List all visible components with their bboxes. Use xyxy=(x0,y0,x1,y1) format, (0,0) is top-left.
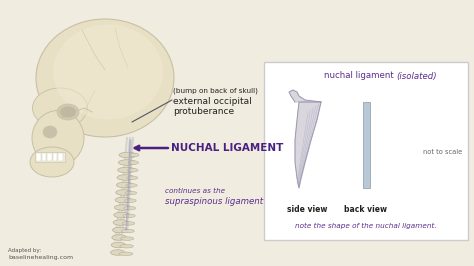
Polygon shape xyxy=(289,90,321,102)
Text: continues as the: continues as the xyxy=(165,188,225,194)
Ellipse shape xyxy=(119,152,137,158)
Bar xyxy=(53,153,57,161)
Ellipse shape xyxy=(57,104,79,120)
Text: not to scale: not to scale xyxy=(423,149,462,155)
Ellipse shape xyxy=(33,88,88,128)
Ellipse shape xyxy=(128,161,138,164)
Ellipse shape xyxy=(122,222,135,225)
Text: (bump on back of skull): (bump on back of skull) xyxy=(173,88,258,94)
Bar xyxy=(42,153,46,161)
Bar xyxy=(36,153,40,161)
Text: Adapted by:: Adapted by: xyxy=(8,248,41,253)
Ellipse shape xyxy=(32,110,84,165)
Ellipse shape xyxy=(120,244,133,248)
Ellipse shape xyxy=(125,191,137,195)
Ellipse shape xyxy=(118,160,136,165)
FancyBboxPatch shape xyxy=(264,62,468,240)
Ellipse shape xyxy=(60,106,76,118)
Ellipse shape xyxy=(53,24,163,119)
Ellipse shape xyxy=(119,252,133,256)
Polygon shape xyxy=(295,102,321,188)
Text: protuberance: protuberance xyxy=(173,107,234,116)
Ellipse shape xyxy=(118,167,135,173)
Bar xyxy=(363,102,370,188)
Ellipse shape xyxy=(112,227,128,233)
Ellipse shape xyxy=(124,199,136,202)
Ellipse shape xyxy=(36,19,174,137)
Ellipse shape xyxy=(127,176,137,180)
Ellipse shape xyxy=(117,182,133,188)
Ellipse shape xyxy=(113,220,128,225)
Text: (isolated): (isolated) xyxy=(396,72,437,81)
Ellipse shape xyxy=(114,205,130,210)
Ellipse shape xyxy=(124,206,136,210)
Text: external occipital: external occipital xyxy=(173,97,252,106)
Text: nuchal ligament: nuchal ligament xyxy=(324,72,396,81)
Ellipse shape xyxy=(129,153,139,157)
Bar xyxy=(58,153,63,161)
Text: back view: back view xyxy=(345,206,388,214)
Bar xyxy=(47,153,52,161)
Text: side view: side view xyxy=(287,206,327,214)
Ellipse shape xyxy=(110,250,125,255)
Bar xyxy=(35,152,65,162)
Ellipse shape xyxy=(43,126,57,138)
Ellipse shape xyxy=(112,235,127,240)
Ellipse shape xyxy=(117,175,134,180)
Text: supraspinous ligament: supraspinous ligament xyxy=(165,197,263,206)
Ellipse shape xyxy=(120,237,134,240)
Ellipse shape xyxy=(128,168,138,172)
Ellipse shape xyxy=(111,242,126,248)
Ellipse shape xyxy=(123,214,135,218)
Text: baselinehealing.com: baselinehealing.com xyxy=(8,255,73,260)
Ellipse shape xyxy=(121,229,134,233)
Ellipse shape xyxy=(116,190,132,195)
Ellipse shape xyxy=(30,147,74,177)
Ellipse shape xyxy=(126,184,137,187)
Ellipse shape xyxy=(114,212,129,218)
Text: note the shape of the nuchal ligament.: note the shape of the nuchal ligament. xyxy=(295,223,437,229)
Text: NUCHAL LIGAMENT: NUCHAL LIGAMENT xyxy=(171,143,283,153)
Ellipse shape xyxy=(115,197,131,203)
